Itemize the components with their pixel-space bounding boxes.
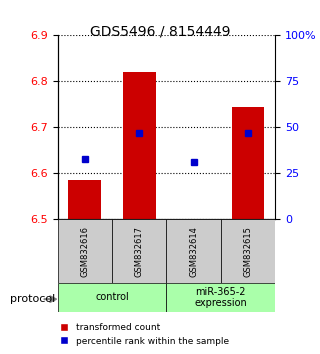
- FancyBboxPatch shape: [221, 219, 275, 283]
- Text: miR-365-2
expression: miR-365-2 expression: [195, 286, 247, 308]
- Bar: [68, 180, 101, 219]
- FancyBboxPatch shape: [166, 219, 221, 283]
- Text: protocol: protocol: [10, 294, 55, 304]
- Bar: [177, 218, 210, 219]
- Text: GSM832615: GSM832615: [244, 226, 252, 277]
- Text: GSM832617: GSM832617: [135, 226, 144, 277]
- FancyBboxPatch shape: [112, 219, 166, 283]
- Bar: [232, 107, 264, 219]
- Text: GSM832616: GSM832616: [80, 226, 89, 277]
- FancyBboxPatch shape: [58, 283, 166, 312]
- Bar: [123, 72, 156, 219]
- Text: GDS5496 / 8154449: GDS5496 / 8154449: [90, 25, 230, 39]
- Legend: transformed count, percentile rank within the sample: transformed count, percentile rank withi…: [56, 320, 232, 349]
- FancyBboxPatch shape: [166, 283, 275, 312]
- FancyBboxPatch shape: [58, 219, 112, 283]
- Text: GSM832614: GSM832614: [189, 226, 198, 277]
- Text: control: control: [95, 292, 129, 302]
